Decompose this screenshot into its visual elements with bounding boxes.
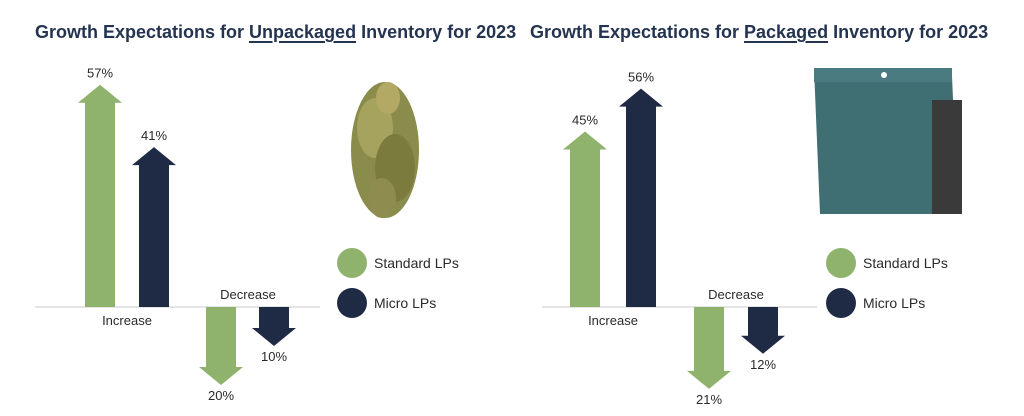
arrow-increase-micro [619, 88, 663, 307]
data-label: 57% [87, 66, 113, 81]
category-label-increase: Increase [588, 313, 638, 328]
legend-item-micro: Micro LPs [337, 283, 459, 323]
title-part-emph: Unpackaged [249, 22, 357, 42]
legend-label-standard: Standard LPs [374, 255, 459, 271]
category-label-increase: Increase [102, 313, 152, 328]
legend: Standard LPs Micro LPs [826, 243, 948, 323]
data-label: 41% [141, 128, 167, 143]
legend-label-standard: Standard LPs [863, 255, 948, 271]
data-label: 20% [208, 388, 234, 403]
micro-lp-icon [337, 288, 367, 318]
data-label: 12% [750, 357, 776, 372]
arrow-decrease-standard [199, 307, 243, 385]
legend-label-micro: Micro LPs [863, 295, 926, 311]
packaging-pouch-icon [814, 68, 962, 214]
legend-item-micro: Micro LPs [826, 283, 948, 323]
category-label-decrease: Decrease [220, 287, 276, 302]
arrow-decrease-standard [687, 307, 731, 389]
chart-panel-packaged: Growth Expectations for Packaged Invento… [512, 0, 1012, 416]
arrow-chart-packaged: 45% 21% 56% 12% Increase Decrease [542, 70, 817, 407]
arrow-decrease-micro [741, 307, 785, 354]
data-label: 10% [261, 349, 287, 364]
title-part-c: Inventory for 2023 [356, 22, 517, 42]
chart-title: Growth Expectations for Unpackaged Inven… [35, 22, 517, 43]
title-part-a: Growth Expectations for [530, 22, 745, 42]
data-label: 56% [628, 70, 654, 85]
title-part-a: Growth Expectations for [35, 22, 250, 42]
data-label: 45% [572, 113, 598, 128]
legend-label-micro: Micro LPs [374, 295, 437, 311]
legend: Standard LPs Micro LPs [337, 243, 459, 323]
cannabis-bud-icon [351, 82, 419, 218]
arrow-increase-micro [132, 147, 176, 307]
category-label-decrease: Decrease [708, 287, 764, 302]
title-part-emph: Packaged [744, 22, 829, 42]
standard-lp-icon [826, 248, 856, 278]
data-label: 21% [696, 392, 722, 407]
arrow-chart-unpackaged: 57% 20% 41% 10% Increase Decrease [35, 66, 320, 403]
arrow-increase-standard [78, 84, 122, 307]
legend-item-standard: Standard LPs [337, 243, 459, 283]
micro-lp-icon [826, 288, 856, 318]
chart-panel-unpackaged: Growth Expectations for Unpackaged Inven… [0, 0, 516, 416]
arrow-increase-standard [563, 131, 607, 307]
title-part-c: Inventory for 2023 [828, 22, 989, 42]
arrow-decrease-micro [252, 307, 296, 346]
legend-item-standard: Standard LPs [826, 243, 948, 283]
standard-lp-icon [337, 248, 367, 278]
chart-title: Growth Expectations for Packaged Invento… [530, 22, 1010, 43]
